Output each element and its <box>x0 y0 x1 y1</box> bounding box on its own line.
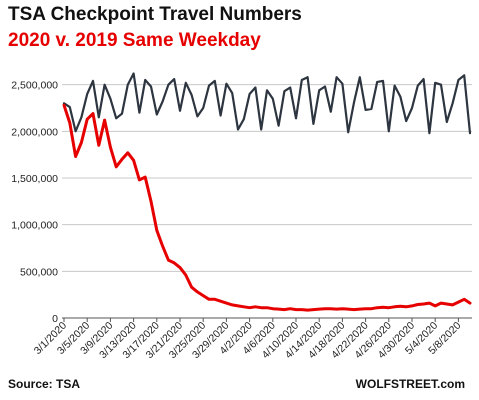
credit-note: WOLFSTREET.com <box>355 377 465 391</box>
series-lines <box>62 72 472 312</box>
y-axis: 0 500,000 1,000,000 1,500,000 2,000,000 2,500… <box>11 80 58 325</box>
source-note: Source: TSA <box>8 377 81 391</box>
series-line-2019 <box>62 72 472 135</box>
chart-subtitle: 2020 v. 2019 Same Weekday <box>8 30 261 51</box>
y-tick-label: 2,000,000 <box>11 126 58 138</box>
series-line-2020 <box>62 103 472 312</box>
chart-title: TSA Checkpoint Travel Numbers <box>8 4 302 25</box>
y-tick-label: 0 <box>52 313 58 325</box>
y-tick-label: 500,000 <box>20 266 58 278</box>
y-tick-label: 2,500,000 <box>11 80 58 92</box>
x-axis: 3/1/20203/5/20203/9/20203/13/20203/17/20… <box>32 317 472 361</box>
grid-lines <box>62 84 472 272</box>
y-tick-label: 1,000,000 <box>11 220 58 232</box>
y-tick-label: 1,500,000 <box>11 173 58 185</box>
